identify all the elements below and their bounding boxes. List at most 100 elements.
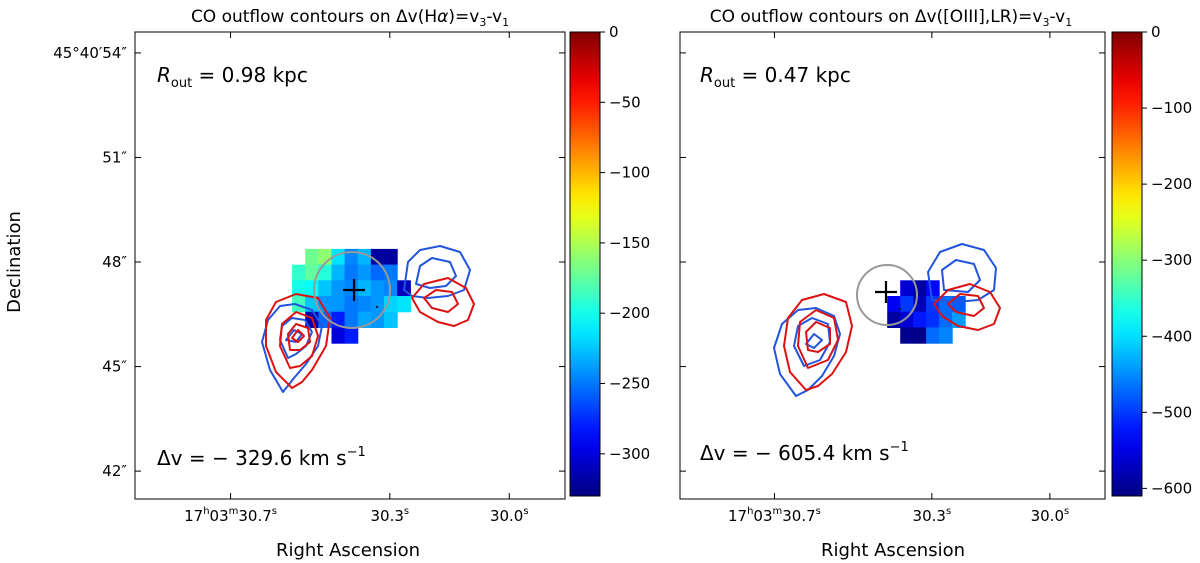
heatmap-pixel <box>357 296 372 313</box>
heatmap-pixel <box>397 296 411 313</box>
blue-contour-inner-left-r <box>805 333 823 349</box>
y-tick-label: 42″ <box>102 462 127 480</box>
red-contour-mid-left-r <box>797 309 839 369</box>
y-tick-label: 48″ <box>102 253 127 271</box>
panel-left-x-ticks: 17h03m30.7s 30.3s 30.0s <box>184 32 529 525</box>
x-tick-label: 30.3s <box>913 506 952 525</box>
delta-v-annotation-left: Δv = − 329.6 km s−1 <box>157 445 366 470</box>
heatmap-pixel <box>331 327 346 344</box>
blue-contour-inner-right <box>415 257 457 289</box>
heatmap-pixel <box>344 311 359 328</box>
aperture-circle-left <box>313 251 391 329</box>
red-contour-inner-right <box>423 289 459 313</box>
heatmap-pixel <box>318 264 332 281</box>
heatmap-pixel <box>357 280 372 297</box>
heatmap-pixel <box>331 280 346 297</box>
x-tick-label: 17h03m30.7s <box>184 506 277 525</box>
colorbar-tick-label: −50 <box>609 93 641 111</box>
colorbar-tick-label: −400 <box>1151 327 1192 345</box>
heatmap-pixel <box>370 248 385 266</box>
panel-right-colorbar: 0 −100 −200 −300 −400 −500 −600 <box>1111 23 1192 497</box>
red-contour-inner-left-r <box>805 321 831 353</box>
heatmap-pixel <box>370 280 385 297</box>
red-contour-mid-left <box>279 311 319 369</box>
heatmap-pixel <box>370 264 385 281</box>
colorbar-tick-label: −300 <box>609 445 650 463</box>
r-out-annotation-right: Rout = 0.47 kpc <box>700 63 851 91</box>
heatmap-pixel <box>913 311 927 328</box>
heatmap-pixel <box>384 296 398 313</box>
heatmap-pixel <box>926 327 940 344</box>
panel-left-x-axis-label: Right Ascension <box>276 540 420 561</box>
x-tick-label: 30.0s <box>1031 506 1070 525</box>
heatmap-pixel <box>344 327 359 344</box>
heatmap-pixel <box>384 248 398 266</box>
panel-right-blue-contours <box>773 243 997 397</box>
heatmap-pixel <box>913 327 927 344</box>
heatmap-pixel <box>344 280 359 297</box>
heatmap-pixel <box>384 311 398 328</box>
panel-right: CO outflow contours on Δv([OIII],LR)=v3-… <box>679 7 1192 561</box>
panel-left: CO outflow contours on Δv(Hα)=v3-v1 <box>53 7 650 561</box>
x-tick-label: 30.0s <box>490 506 529 525</box>
y-tick-label: 45″ <box>102 358 127 376</box>
heatmap-pixel <box>331 264 346 281</box>
heatmap-pixel <box>292 264 306 281</box>
colorbar-tick-label: −200 <box>1151 175 1192 193</box>
heatmap-pixel <box>900 280 914 297</box>
x-tick-label: 17h03m30.7s <box>728 506 821 525</box>
panel-right-x-ticks: 17h03m30.7s 30.3s 30.0s <box>728 32 1069 525</box>
red-contour-innermost-left <box>291 329 305 343</box>
heatmap-pixel <box>939 327 953 344</box>
panel-right-red-contours <box>783 283 1001 391</box>
panel-left-y-ticks: 45°40′54″ 51″ 48″ 45″ 42″ <box>53 44 565 480</box>
heatmap-pixel <box>292 296 306 313</box>
red-contour-outer-right-r <box>933 283 1001 331</box>
heatmap-pixel <box>900 327 914 344</box>
heatmap-pixel <box>318 296 332 313</box>
heatmap-pixel <box>939 296 953 313</box>
colorbar-tick-label: −100 <box>609 164 650 182</box>
panel-left-colorbar: 0 −50 −100 −150 −200 −250 −300 <box>569 23 650 497</box>
panel-right-x-axis-label: Right Ascension <box>821 540 965 561</box>
aperture-circle-right <box>856 264 918 326</box>
y-tick-label: 45°40′54″ <box>53 44 127 62</box>
colorbar-tick-label: −300 <box>1151 251 1192 269</box>
panel-right-title: CO outflow contours on Δv([OIII],LR)=v3-… <box>710 7 1073 29</box>
red-contour-outer-left-r <box>783 293 853 391</box>
nucleus-dot-right <box>899 308 901 310</box>
colorbar-tick-label: −150 <box>609 234 650 252</box>
x-tick-label: 30.3s <box>371 506 410 525</box>
heatmap-pixel <box>318 280 332 297</box>
colorbar-tick-label: 0 <box>1151 23 1161 41</box>
heatmap-pixel <box>887 296 901 313</box>
heatmap-pixel <box>370 296 385 313</box>
heatmap-pixel <box>292 280 306 297</box>
heatmap-pixel <box>926 280 940 297</box>
blue-contour-inner-right-r <box>941 259 981 293</box>
heatmap-pixel <box>331 296 346 313</box>
heatmap-pixel <box>344 296 359 313</box>
heatmap-pixel <box>357 264 372 281</box>
heatmap-pixel <box>344 264 359 281</box>
nucleus-dot-left <box>376 306 378 308</box>
heatmap-pixel <box>305 248 319 266</box>
nucleus-cross-left <box>343 279 365 301</box>
colorbar-tick-label: −250 <box>609 375 650 393</box>
red-contour-inner-left <box>287 323 311 351</box>
red-contour-outer-left <box>265 293 331 389</box>
heatmap-pixel <box>952 296 966 313</box>
delta-v-annotation-right: Δv = − 605.4 km s−1 <box>700 440 909 465</box>
red-contour-outer-right <box>411 277 475 327</box>
blue-contour-outer-right <box>403 245 471 299</box>
colorbar-tick-label: −500 <box>1151 403 1192 421</box>
colorbar-tick-label: −100 <box>1151 99 1192 117</box>
panel-left-title: CO outflow contours on Δv(Hα)=v3-v1 <box>191 7 509 29</box>
blue-contour-outer-left-r <box>773 307 841 397</box>
panel-left-red-contours <box>265 277 475 389</box>
colorbar-tick-label: −600 <box>1151 479 1192 497</box>
r-out-annotation-left: Rout = 0.98 kpc <box>157 63 308 91</box>
y-axis-label: Declination <box>4 211 25 313</box>
heatmap-pixel <box>305 280 319 297</box>
